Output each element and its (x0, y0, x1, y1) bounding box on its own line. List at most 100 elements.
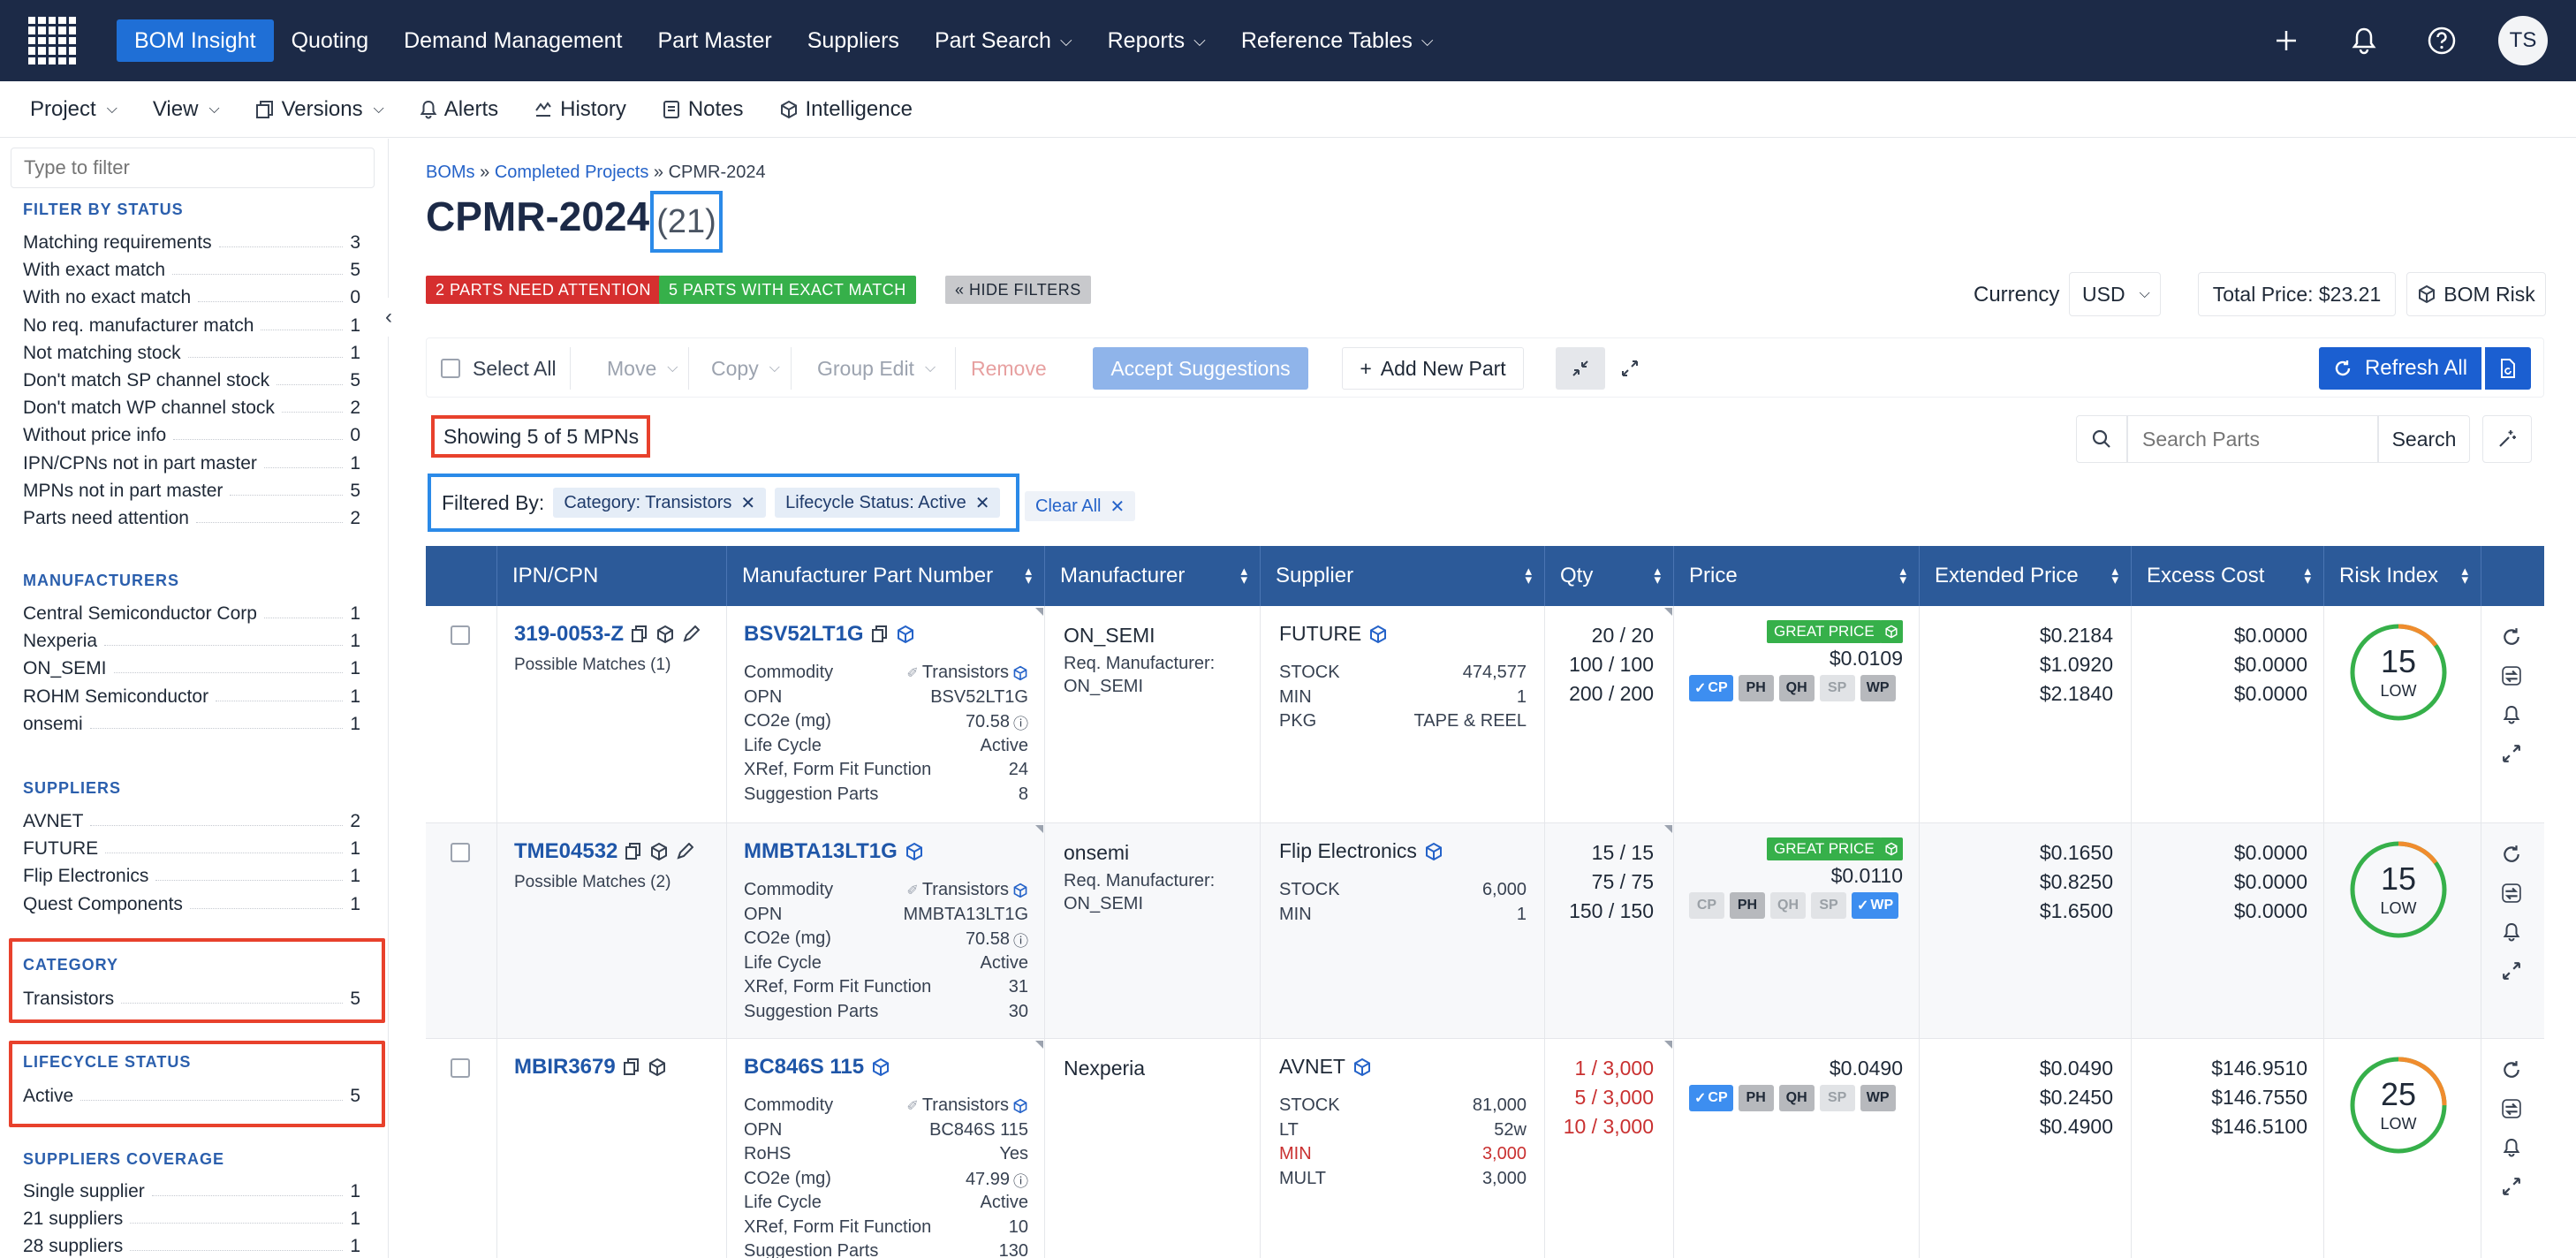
table-row[interactable]: TME04532 Possible Matches (2) MMBTA13LT1G C… (426, 823, 2544, 1039)
swap-icon[interactable] (2502, 1099, 2521, 1118)
sidebar-filter-item[interactable]: ROHM Semiconductor 1 (23, 684, 360, 710)
info-icon[interactable]: ⓘ (1013, 716, 1028, 732)
price-tag-ph[interactable]: PH (1738, 1085, 1774, 1111)
nav-item-suppliers[interactable]: Suppliers (790, 19, 917, 62)
collapse-rows-button[interactable] (1556, 347, 1605, 390)
remove-button[interactable]: Remove (971, 356, 1047, 380)
expand-icon[interactable] (2502, 1177, 2521, 1196)
nav-item-reports[interactable]: Reports ⌵ (1090, 19, 1224, 62)
cube-icon[interactable] (1880, 837, 1903, 860)
nav-item-part-master[interactable]: Part Master (640, 19, 790, 62)
refresh-options-button[interactable] (2485, 347, 2531, 390)
sidebar-filter-item[interactable]: With no exact match 0 (23, 284, 360, 311)
clear-all-filters[interactable]: Clear All ✕ (1025, 491, 1136, 521)
sidebar-filter-item[interactable]: Don't match WP channel stock 2 (23, 395, 360, 421)
sort-icon[interactable]: ▴ ▾ (1240, 564, 1247, 587)
view-menu[interactable]: View ⌵ (153, 97, 220, 122)
row-checkbox[interactable] (451, 625, 470, 645)
close-icon[interactable]: ✕ (740, 493, 756, 513)
column-header-ipn-cpn[interactable]: IPN/CPN (496, 546, 726, 606)
table-row[interactable]: 319-0053-Z Possible Matches (1) BSV52LT1G C… (426, 606, 2544, 823)
possible-matches[interactable]: Possible Matches (2) (514, 873, 671, 891)
sidebar-filter-item[interactable]: Transistors 5 (23, 986, 360, 1012)
bell-icon[interactable] (2502, 922, 2521, 942)
app-logo-icon[interactable] (28, 17, 76, 64)
info-icon[interactable]: ⓘ (1013, 933, 1028, 950)
column-header-manufacturer[interactable]: Manufacturer ▴ ▾ (1044, 546, 1260, 606)
column-header-risk-index[interactable]: Risk Index ▴ ▾ (2323, 546, 2481, 606)
sidebar-filter-item[interactable]: Nexperia 1 (23, 628, 360, 655)
notes-link[interactable]: Notes (662, 97, 744, 122)
cube-icon[interactable] (905, 842, 924, 861)
price-tag-qh[interactable]: QH (1778, 1085, 1815, 1111)
ipn-link[interactable]: 319-0053-Z (514, 622, 625, 646)
cube-icon[interactable] (649, 842, 669, 861)
checkbox[interactable] (441, 359, 460, 378)
edit-icon[interactable] (676, 843, 694, 860)
versions-menu[interactable]: Versions ⌵ (255, 97, 384, 122)
sidebar-filter-item[interactable]: FUTURE 1 (23, 836, 360, 862)
sidebar-filter-item[interactable]: Active 5 (23, 1083, 360, 1110)
expand-icon[interactable] (2502, 744, 2521, 763)
copy-icon[interactable] (623, 1057, 640, 1077)
column-header-excess-cost[interactable]: Excess Cost ▴ ▾ (2131, 546, 2323, 606)
refresh-icon[interactable] (2502, 845, 2521, 864)
cube-icon[interactable] (655, 625, 675, 644)
mpn-link[interactable]: BSV52LT1G (744, 622, 864, 646)
search-parts-input[interactable] (2127, 415, 2378, 463)
mpn-link[interactable]: MMBTA13LT1G (744, 839, 898, 863)
user-avatar[interactable]: TS (2498, 16, 2548, 65)
risk-index-gauge[interactable]: 15 LOW (2348, 839, 2449, 940)
column-header-manufacturer-part-number[interactable]: Manufacturer Part Number ▴ ▾ (726, 546, 1044, 606)
nav-item-demand-management[interactable]: Demand Management (386, 19, 640, 62)
filter-chip-lifecycle[interactable]: Lifecycle Status: Active ✕ (775, 488, 1001, 518)
ai-search-button[interactable] (2482, 415, 2532, 463)
mpn-link[interactable]: BC846S 115 (744, 1055, 865, 1079)
supplier-name[interactable]: FUTURE (1279, 622, 1362, 645)
column-header-price[interactable]: Price ▴ ▾ (1673, 546, 1919, 606)
cube-icon[interactable] (1012, 665, 1028, 681)
price-tag-wp[interactable]: WP (1860, 1085, 1896, 1111)
copy-icon[interactable] (871, 625, 889, 644)
sort-icon[interactable]: ▴ ▾ (2111, 564, 2118, 587)
price-tag-ph[interactable]: PH (1730, 892, 1765, 919)
cube-icon[interactable] (871, 1057, 890, 1077)
price-tag-qh[interactable]: QH (1778, 675, 1815, 701)
row-checkbox[interactable] (451, 843, 470, 862)
cube-icon[interactable] (1880, 620, 1903, 643)
table-row[interactable]: MBIR3679 BC846S 115 Commodity ✐ Transistors O… (426, 1039, 2544, 1258)
sidebar-filter-item[interactable]: Matching requirements 3 (23, 230, 360, 256)
copy-icon[interactable] (631, 625, 648, 644)
nav-item-quoting[interactable]: Quoting (274, 19, 387, 62)
bell-icon[interactable] (2502, 705, 2521, 724)
currency-select[interactable]: USD ⌵ (2069, 272, 2161, 316)
sidebar-filter-item[interactable]: Parts need attention 2 (23, 505, 360, 532)
price-tag-qh[interactable]: QH (1770, 892, 1806, 919)
sort-icon[interactable]: ▴ ▾ (1025, 564, 1032, 587)
sidebar-filter-item[interactable]: Single supplier 1 (23, 1178, 360, 1205)
supplier-name[interactable]: AVNET (1279, 1055, 1345, 1078)
cube-icon[interactable] (1352, 1057, 1372, 1077)
cube-icon[interactable] (896, 625, 915, 644)
bell-icon[interactable] (2343, 19, 2385, 62)
sidebar-filter-item[interactable]: MPNs not in part master 5 (23, 478, 360, 504)
column-header-qty[interactable]: Qty ▴ ▾ (1544, 546, 1673, 606)
collapse-sidebar-button[interactable]: ‹ (378, 298, 399, 337)
cube-icon[interactable] (1884, 625, 1898, 639)
refresh-icon[interactable] (2502, 1060, 2521, 1080)
intelligence-link[interactable]: Intelligence (779, 97, 913, 122)
hide-filters-button[interactable]: « HIDE FILTERS (945, 276, 1091, 304)
cube-icon[interactable] (1012, 1098, 1028, 1114)
info-icon[interactable]: ⓘ (1013, 1172, 1028, 1190)
price-tag-cp[interactable]: ✓ CP (1689, 675, 1733, 701)
copy-icon[interactable] (625, 842, 642, 861)
copy-button[interactable]: Copy ⌵ (711, 347, 780, 390)
sidebar-filter-item[interactable]: 28 suppliers 1 (23, 1233, 360, 1258)
supplier-name[interactable]: Flip Electronics (1279, 839, 1417, 862)
filter-chip-category[interactable]: Category: Transistors ✕ (553, 488, 767, 518)
add-new-part-button[interactable]: + Add New Part (1342, 347, 1524, 390)
filter-input[interactable] (11, 148, 375, 188)
exact-match-badge[interactable]: 5 PARTS WITH EXACT MATCH (659, 276, 916, 304)
risk-index-gauge[interactable]: 25 LOW (2348, 1055, 2449, 1156)
history-link[interactable]: History (534, 97, 626, 122)
